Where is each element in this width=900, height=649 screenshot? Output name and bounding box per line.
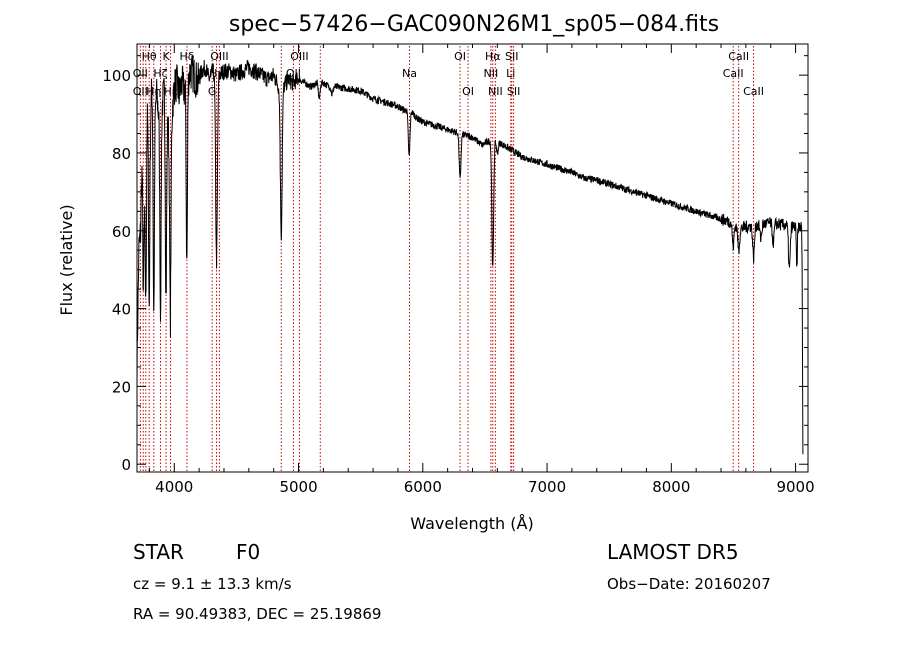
x-axis-label: Wavelength (Å) xyxy=(410,514,533,533)
line-annotation: G xyxy=(208,85,217,98)
x-tick-label: 7000 xyxy=(528,478,566,496)
x-tick-label: 4000 xyxy=(155,478,193,496)
line-annotation: OII xyxy=(133,67,148,80)
line-annotation: Hα xyxy=(485,50,501,63)
plot-border xyxy=(136,43,809,473)
line-annotation: CaII xyxy=(743,85,764,98)
spectrum-line xyxy=(136,55,804,455)
survey-name: LAMOST DR5 xyxy=(607,540,739,564)
line-annotation: NII xyxy=(484,67,499,80)
y-tick-label: 60 xyxy=(112,223,131,241)
object-class: STAR xyxy=(133,540,184,564)
y-tick-label: 80 xyxy=(112,145,131,163)
line-annotation: SII xyxy=(505,50,518,63)
y-tick-label: 0 xyxy=(121,456,131,474)
line-annotation: Hδ xyxy=(179,50,194,63)
x-tick-label: 8000 xyxy=(652,478,690,496)
line-annotation: OIII xyxy=(210,50,228,63)
line-annotation: Hθ xyxy=(142,50,157,63)
line-annotation: K xyxy=(162,50,170,63)
plot-frame xyxy=(136,43,809,473)
redshift-readout: cz = 9.1 ± 13.3 km/s xyxy=(133,575,292,593)
line-annotation: Li xyxy=(506,67,515,80)
y-axis-label: Flux (relative) xyxy=(57,204,76,315)
line-annotation: Na xyxy=(402,67,417,80)
x-tick-label: 6000 xyxy=(404,478,442,496)
y-tick-label: 20 xyxy=(112,378,131,396)
x-tick-label: 5000 xyxy=(279,478,317,496)
y-tick-label: 40 xyxy=(112,301,131,319)
line-annotation: Hη xyxy=(146,85,161,98)
line-annotation: Hζ xyxy=(153,67,167,80)
line-annotation: OIII xyxy=(290,50,308,63)
x-tick-label: 9000 xyxy=(776,478,814,496)
y-tick-label: 100 xyxy=(102,67,131,85)
y-axis-ticks: 0 20 40 60 80 100 xyxy=(102,55,808,474)
line-annotation: SII xyxy=(507,85,520,98)
line-annotation: NII xyxy=(488,85,503,98)
line-annotation: CaII xyxy=(728,50,749,63)
coordinates: RA = 90.49383, DEC = 25.19869 xyxy=(133,605,381,623)
chart-title: spec−57426−GAC090N26M1_sp05−084.fits xyxy=(229,12,719,37)
x-axis-ticks: 4000 5000 6000 7000 8000 9000 xyxy=(148,44,815,496)
line-annotation: OI xyxy=(462,85,474,98)
obs-date: Obs−Date: 20160207 xyxy=(607,575,771,593)
line-annotation: OI xyxy=(454,50,466,63)
spectrum-series xyxy=(136,55,804,455)
line-annotation: CaII xyxy=(723,67,744,80)
object-subclass: F0 xyxy=(236,540,260,564)
line-markers xyxy=(139,46,755,472)
